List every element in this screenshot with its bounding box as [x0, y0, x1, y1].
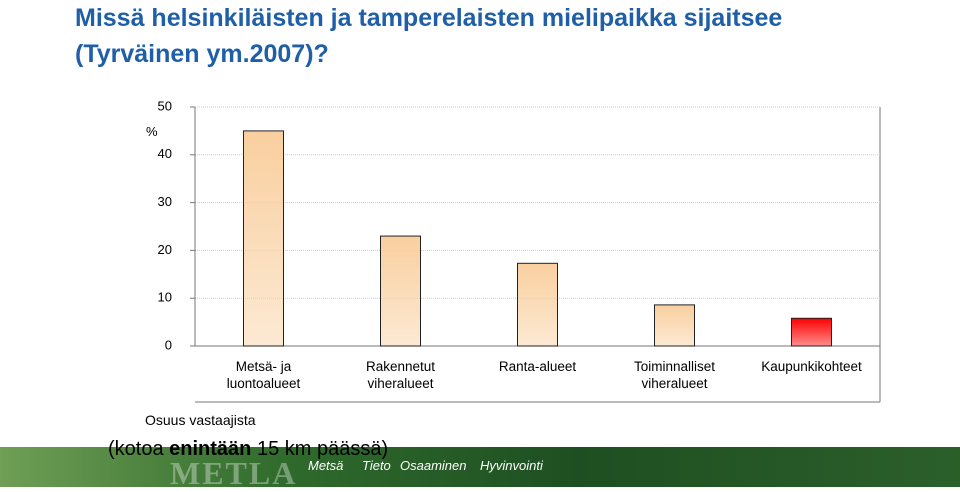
x-tick-label: Ranta-alueet — [498, 359, 577, 374]
bar — [791, 317, 832, 347]
note: (kotoa enintään 15 km päässä) — [108, 438, 388, 461]
note-part: enintään — [169, 438, 252, 460]
y-tick-label: 10 — [158, 290, 172, 305]
bar — [243, 130, 284, 347]
y-tick-label: 50 — [158, 98, 172, 113]
x-tick-label: Metsä- ja luontoalueet — [226, 359, 301, 391]
x-tick-label: Kaupunkikohteet — [761, 359, 862, 374]
y-tick-label: 40 — [158, 146, 172, 161]
motto: Hyvinvointi — [480, 458, 543, 473]
bar — [654, 304, 695, 347]
slide-title: Missä helsinkiläisten ja tamperelaisten … — [75, 4, 783, 68]
x-tick-label: Toiminnalliset viheralueet — [633, 359, 716, 391]
footer: METLA Metsä Tieto Osaaminen Hyvinvointi — [0, 447, 960, 491]
logo: METLA — [170, 455, 298, 491]
y-tick-label: 30 — [158, 194, 172, 209]
y-tick-label: 20 — [158, 242, 172, 257]
y-tick-label: 0 — [165, 337, 172, 352]
motto: Osaaminen — [400, 458, 467, 473]
note-part: (kotoa — [108, 438, 170, 460]
note-part: 15 km päässä) — [251, 438, 389, 460]
motto: Tieto — [362, 458, 391, 473]
x-axis-title: Osuus vastaajista — [145, 412, 256, 428]
motto: Metsä — [308, 458, 344, 473]
x-tick-label: Rakennetut viheralueet — [365, 359, 436, 391]
y-axis-label: % — [146, 124, 158, 139]
bar — [380, 235, 421, 347]
bar — [517, 262, 558, 347]
